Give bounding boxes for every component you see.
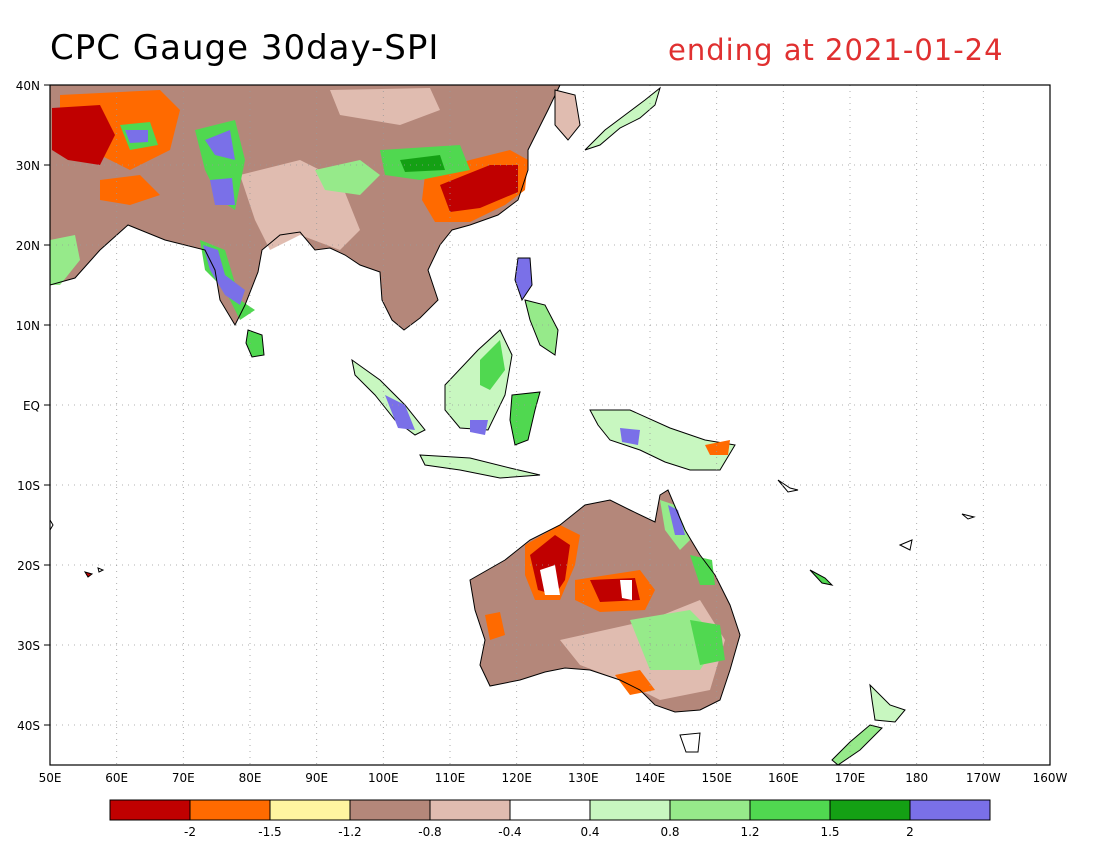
lon-label: 170E (835, 771, 866, 785)
colorbar-swatch (349, 799, 431, 821)
lon-label: 90E (305, 771, 328, 785)
lon-label: 160E (768, 771, 799, 785)
lon-label: 170W (966, 771, 1001, 785)
colorbar-label: 2 (906, 825, 914, 839)
lat-label: 20S (17, 559, 40, 573)
lon-label: 50E (39, 771, 62, 785)
lon-label: 160W (1033, 771, 1068, 785)
colorbar-label: -0.8 (418, 825, 441, 839)
latitude-labels: 40N 30N 20N 10N EQ 10S 20S 30S 40S (16, 79, 40, 733)
colorbar-swatch (109, 799, 191, 821)
lat-label: 40S (17, 719, 40, 733)
colorbar-swatch (429, 799, 511, 821)
colorbar-swatch (669, 799, 751, 821)
colorbar-swatch (829, 799, 911, 821)
lat-label: 10N (16, 319, 40, 333)
map-frame (49, 84, 1051, 766)
lon-label: 80E (239, 771, 262, 785)
colorbar-swatch (589, 799, 671, 821)
colorbar-label: 1.5 (820, 825, 839, 839)
lon-label: 110E (435, 771, 466, 785)
lon-label: 120E (501, 771, 532, 785)
tick-marks (44, 84, 50, 726)
colorbar-label: -1.5 (258, 825, 281, 839)
australia-landmass (470, 490, 740, 712)
colorbar-swatch (749, 799, 831, 821)
lon-label: 130E (568, 771, 599, 785)
lat-label: 30N (16, 159, 40, 173)
colorbar-swatch (909, 799, 991, 821)
colorbar-label: -2 (184, 825, 196, 839)
lat-label: 10S (17, 479, 40, 493)
lon-label: 100E (368, 771, 399, 785)
lon-label: 180 (905, 771, 928, 785)
colorbar-label: 0.4 (580, 825, 599, 839)
lat-label: EQ (23, 399, 40, 413)
lat-label: 40N (16, 79, 40, 93)
colorbar-label: 0.8 (660, 825, 679, 839)
colorbar-swatch (509, 799, 591, 821)
lon-label: 70E (172, 771, 195, 785)
lon-label: 140E (635, 771, 666, 785)
lon-label: 60E (105, 771, 128, 785)
asia-landmass (50, 85, 560, 357)
colorbar-swatch (269, 799, 351, 821)
map-plot-area (50, 85, 1050, 765)
longitude-labels: 50E 60E 70E 80E 90E 100E 110E 120E 130E … (39, 771, 1068, 785)
map-date: ending at 2021-01-24 (668, 33, 1004, 67)
colorbar-swatch (189, 799, 271, 821)
lon-label: 150E (701, 771, 732, 785)
colorbar-label: -1.2 (338, 825, 361, 839)
lat-label: 20N (16, 239, 40, 253)
colorbar-label: 1.2 (740, 825, 759, 839)
lat-label: 30S (17, 639, 40, 653)
colorbar-label: -0.4 (498, 825, 521, 839)
colorbar: -2 -1.5 -1.2 -0.8 -0.4 0.4 0.8 1.2 1.5 2 (109, 799, 991, 839)
map-title: CPC Gauge 30day-SPI (50, 28, 440, 68)
